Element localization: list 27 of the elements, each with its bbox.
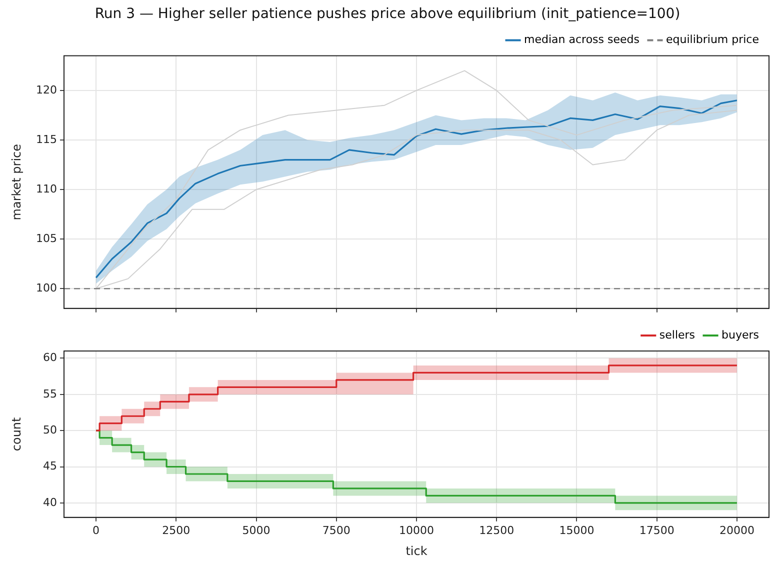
y-tick-label: 110 [36,182,57,196]
x-tick-label: 10000 [399,524,434,537]
chart-title: Run 3 — Higher seller patience pushes price above equilibrium (init_patience=100) [94,6,680,22]
x-tick-label: 0 [92,524,100,537]
y-axis-title: market price [9,144,24,220]
legend-label: equilibrium price [666,33,760,46]
x-tick-label: 7500 [322,524,350,537]
y-tick-label: 115 [36,132,57,146]
legend-label: buyers [722,328,760,342]
y-tick-label: 120 [36,83,57,96]
x-axis-title: tick [406,544,428,558]
legend-label: sellers [659,328,696,342]
y-tick-label: 100 [36,281,57,294]
y-tick-label: 40 [43,496,57,509]
x-tick-label: 15000 [559,524,594,537]
x-tick-label: 12500 [479,524,514,537]
x-tick-label: 2500 [162,524,190,537]
y-axis-title: count [9,416,24,452]
y-tick-label: 45 [43,460,57,473]
y-tick-label: 55 [43,387,57,400]
y-tick-label: 105 [36,232,57,245]
x-tick-label: 5000 [242,524,270,537]
y-tick-label: 60 [43,351,57,364]
x-tick-label: 17500 [639,524,674,537]
legend-label: median across seeds [524,33,640,46]
x-tick-label: 20000 [719,524,754,537]
y-tick-label: 50 [43,423,57,436]
